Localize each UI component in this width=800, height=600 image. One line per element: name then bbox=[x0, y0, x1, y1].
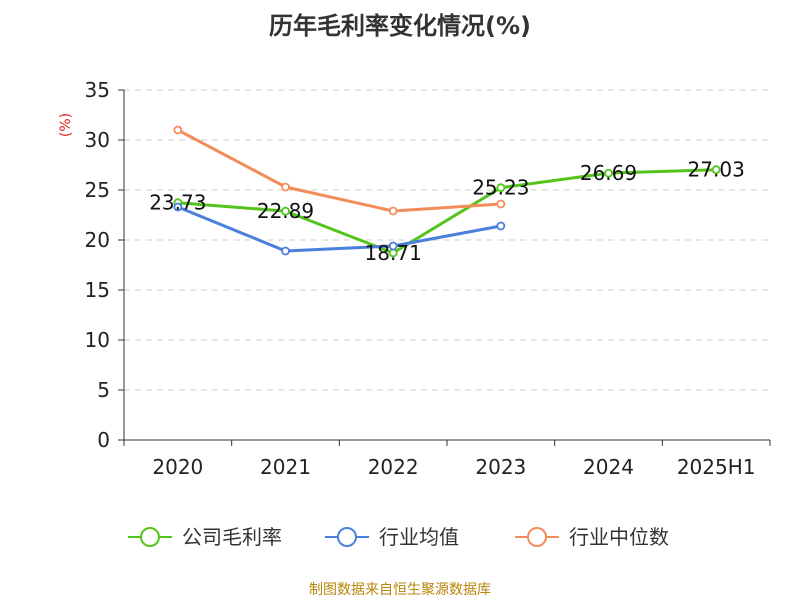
data-label: 18.71 bbox=[365, 241, 422, 265]
legend-marker bbox=[527, 527, 547, 547]
legend-item[interactable]: 行业中位数 bbox=[515, 525, 669, 549]
y-tick-label: 30 bbox=[85, 128, 110, 152]
data-point[interactable] bbox=[173, 125, 183, 135]
series-lines bbox=[173, 125, 721, 258]
y-tick-label: 15 bbox=[85, 278, 110, 302]
data-point[interactable] bbox=[711, 165, 721, 175]
data-point[interactable] bbox=[388, 206, 398, 216]
data-label: 25.23 bbox=[472, 176, 529, 200]
legend-item[interactable]: 行业均值 bbox=[325, 525, 459, 549]
data-label: 27.03 bbox=[688, 158, 745, 182]
data-label: 23.73 bbox=[149, 191, 206, 215]
data-point[interactable] bbox=[604, 168, 613, 178]
data-point[interactable] bbox=[496, 221, 506, 231]
data-label: 26.69 bbox=[580, 161, 637, 185]
data-point[interactable] bbox=[281, 182, 290, 192]
x-tick-label: 2024 bbox=[583, 455, 634, 479]
data-label: 22.89 bbox=[257, 199, 314, 223]
data-point[interactable] bbox=[281, 246, 290, 256]
data-point[interactable] bbox=[496, 199, 506, 209]
y-tick-label: 10 bbox=[85, 328, 110, 352]
data-point[interactable] bbox=[173, 202, 183, 212]
data-point[interactable] bbox=[496, 183, 506, 193]
y-tick-label: 0 bbox=[97, 428, 110, 452]
y-tick-label: 20 bbox=[85, 228, 110, 252]
source-note: 制图数据来自恒生聚源数据库 bbox=[309, 582, 491, 598]
y-tick-label: 35 bbox=[85, 78, 110, 102]
series-line-2 bbox=[177, 128, 501, 213]
y-tick-label: 5 bbox=[97, 378, 110, 402]
data-labels: 23.73 22.89 18.71 25.23 26.69 27.03 bbox=[149, 158, 745, 265]
grid-lines bbox=[124, 89, 770, 391]
x-tick-label: 2025H1 bbox=[677, 455, 756, 479]
x-tick-label: 2022 bbox=[368, 455, 419, 479]
x-tick-label: 2023 bbox=[475, 455, 526, 479]
legend-label: 公司毛利率 bbox=[182, 525, 282, 549]
chart-title: 历年毛利率变化情况(%) bbox=[269, 12, 531, 40]
x-tick-label: 2021 bbox=[260, 455, 311, 479]
data-point[interactable] bbox=[281, 206, 290, 216]
y-tick-label: 25 bbox=[85, 178, 110, 202]
legend-marker bbox=[140, 527, 160, 547]
x-tick-label: 2020 bbox=[152, 455, 203, 479]
legend-item[interactable]: 公司毛利率 bbox=[128, 525, 282, 549]
series-line-0 bbox=[177, 168, 717, 255]
series-line-1 bbox=[177, 205, 502, 253]
y-axis-label: (%) bbox=[58, 113, 74, 137]
data-point[interactable] bbox=[388, 241, 398, 251]
legend-marker bbox=[337, 527, 357, 547]
legend-label: 行业均值 bbox=[379, 525, 459, 549]
legend-label: 行业中位数 bbox=[569, 525, 669, 549]
legend[interactable]: 公司毛利率 行业均值 行业中位数 bbox=[128, 525, 669, 549]
axes: 0 5 10 15 20 25 30 35 2020 2021 2022 2023 2024 2025H1 bbox=[85, 78, 771, 479]
